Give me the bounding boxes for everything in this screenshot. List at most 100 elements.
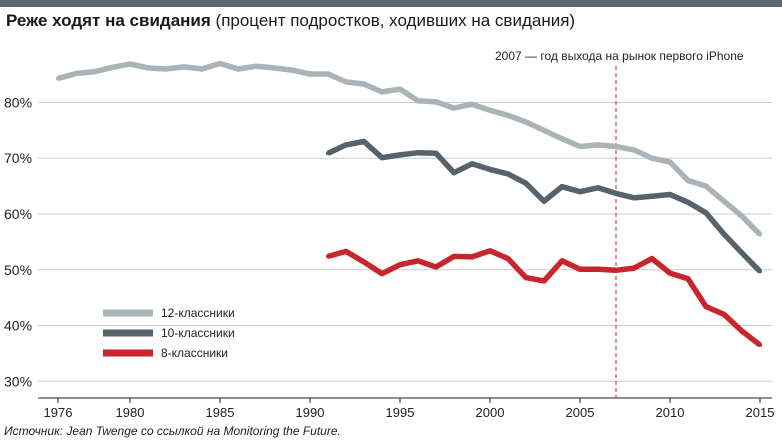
data-point [434,265,438,269]
data-point [92,69,96,74]
legend-label: 12-классники [161,306,235,320]
data-point [596,142,600,147]
data-point [416,98,420,103]
data-point [326,151,330,156]
legend-label: 10-классники [161,326,235,340]
y-tick-label: 70% [4,150,32,166]
data-point [308,72,312,76]
x-tick-label: 1995 [386,405,415,420]
data-point [470,254,474,259]
data-point [470,161,474,166]
x-tick-label: 1985 [206,405,235,420]
data-point [524,120,528,124]
data-point [560,184,564,189]
data-point [668,271,672,276]
data-point [578,144,582,149]
data-point [146,65,150,70]
data-point [740,329,744,334]
data-point [488,167,492,172]
data-point [416,258,420,263]
data-point [236,67,240,71]
data-point [326,72,330,76]
data-point [614,268,618,273]
y-tick-label: 50% [4,262,32,278]
data-point [506,256,510,261]
x-tick-label: 2000 [476,405,505,420]
data-point [470,102,474,107]
y-tick-label: 40% [4,318,32,334]
x-tick-label: 2015 [746,405,775,420]
data-point [434,151,438,156]
data-point [182,64,186,69]
data-point [614,191,618,196]
data-point [416,150,420,155]
data-point [362,139,366,144]
data-point [686,178,690,183]
data-point [578,267,582,272]
data-point [506,171,510,176]
legend-label: 8-классники [161,346,228,360]
data-point [272,65,276,70]
data-point [254,64,258,69]
data-point [758,232,762,237]
data-point [560,258,564,263]
data-point [596,185,600,190]
x-tick-label: 1976 [44,405,73,420]
source-note: Источник: Jean Twenge со ссылкой на Moni… [4,424,341,438]
data-point [218,61,222,66]
data-point [542,278,546,283]
data-point [650,156,654,161]
data-point [632,195,636,200]
data-point [686,200,690,205]
data-point [326,254,330,259]
data-point [542,128,546,133]
data-point [488,108,492,113]
data-point [380,155,384,160]
series-line-1 [326,138,762,274]
data-point [452,254,456,259]
data-point [758,343,762,347]
chart-title-block: Реже ходят на свидания (процент подростк… [6,11,575,31]
data-point [560,136,564,141]
data-point [668,160,672,165]
y-tick-label: 30% [4,373,32,389]
data-point [452,106,456,111]
series-line-2 [327,248,762,348]
chart-subtitle: (процент подростков, ходивших на свидани… [215,11,576,30]
data-point [524,181,528,186]
y-tick-label: 60% [4,206,32,222]
series-line-0 [57,60,762,237]
data-point [164,67,168,71]
x-tick-label: 2010 [656,405,685,420]
data-point [668,192,672,197]
x-tick-label: 2005 [566,405,595,420]
data-point [650,256,654,261]
data-point [578,189,582,194]
data-point [200,67,204,71]
data-point [380,89,384,94]
data-point [452,170,456,175]
data-point [488,248,492,253]
data-point [344,249,348,254]
data-point [524,275,528,280]
data-point [740,214,744,219]
data-point [56,76,60,81]
data-point [722,232,726,237]
iphone-annotation: 2007 — год выхода на рынок первого iPhon… [495,49,744,63]
data-point [704,184,708,189]
x-tick-label: 1990 [296,405,325,420]
data-point [398,87,402,92]
data-point [362,82,366,87]
data-point [542,199,546,204]
data-point [722,312,726,317]
top-bar [0,0,782,7]
data-point [110,65,114,70]
data-point [74,71,78,76]
data-point [632,266,636,271]
chart-title: Реже ходят на свидания [6,11,211,30]
data-point [596,267,600,272]
y-tick-label: 80% [4,94,32,110]
data-point [614,144,618,149]
data-point [632,147,636,152]
data-point [290,68,294,73]
